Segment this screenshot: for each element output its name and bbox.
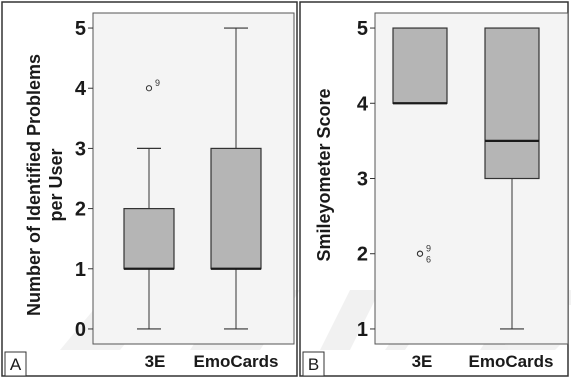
y-axis-title-line: per User (46, 148, 66, 221)
box-emocards (210, 27, 262, 330)
x-tick-label: EmoCards (193, 352, 278, 371)
x-tick-label: EmoCards (468, 352, 553, 371)
y-tick-label: 2 (357, 244, 368, 266)
box-3e: 96 (392, 27, 448, 265)
panel-a-y-axis: 0 1 2 3 4 5 (75, 18, 93, 341)
panel-b-letter-box (302, 351, 325, 377)
iqr-box (123, 207, 175, 270)
y-tick-label: 1 (75, 259, 86, 281)
box-3e: 9 (123, 78, 175, 330)
y-tick-label: 2 (75, 199, 86, 221)
y-tick-label: 1 (357, 319, 368, 341)
outlier-label: 6 (426, 255, 431, 265)
y-tick-label: 4 (357, 93, 369, 115)
iqr-box (210, 147, 262, 270)
y-tick-label: 3 (75, 138, 86, 160)
y-tick-label: 5 (75, 18, 86, 40)
panel-a-x-axis: 3E EmoCards (145, 352, 279, 371)
y-tick-label: 3 (357, 169, 368, 191)
panel-a: 0 1 2 3 4 5 9 3E EmoCards Number of Identifie… (1, 1, 298, 377)
panel-b-letter: B (308, 355, 319, 374)
box-emocards (484, 27, 540, 330)
panel-a-letter-box (4, 351, 27, 377)
panel-b-boxes: 96 (392, 27, 540, 330)
panel-a-y-axis-title: Number of Identified Problems per User (24, 54, 66, 316)
y-axis-title-line: Smileyometer Score (314, 88, 334, 261)
outlier-point (145, 85, 153, 92)
y-tick-label: 4 (75, 78, 87, 100)
panel-a-frame (1, 1, 298, 377)
outlier-point (416, 250, 424, 257)
x-tick-label: 3E (412, 352, 433, 371)
panel-b-y-axis: 1 2 3 4 5 (357, 18, 375, 341)
panel-a-boxes: 9 (123, 27, 262, 330)
x-tick-label: 3E (145, 352, 166, 371)
panel-b-x-axis: 3E EmoCards (412, 352, 554, 371)
panel-a-letter: A (10, 355, 22, 374)
iqr-box (392, 27, 448, 104)
panel-b-y-axis-title: Smileyometer Score (314, 88, 334, 261)
y-axis-title-line: Number of Identified Problems (24, 54, 44, 316)
iqr-box (484, 27, 540, 180)
panel-a-plot-area (92, 12, 295, 345)
y-tick-label: 0 (75, 319, 86, 341)
y-tick-label: 5 (357, 18, 368, 40)
outlier-label: 9 (155, 78, 160, 88)
outlier-label: 9 (426, 244, 431, 254)
